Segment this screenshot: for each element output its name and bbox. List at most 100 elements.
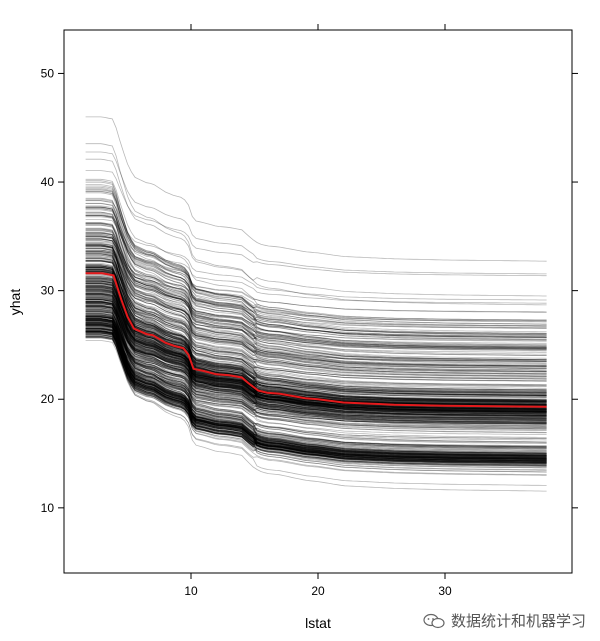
ice-curve [85,248,547,396]
ice-curve [85,305,547,456]
ice-curve [85,264,547,380]
ice-curve [85,245,547,366]
ice-curve [85,304,547,412]
ice-curve [85,290,547,371]
ice-curve [85,203,547,329]
ice-curve [85,251,547,344]
ice-curve [85,309,547,455]
ice-curve [85,331,547,453]
ice-curve [85,209,547,338]
ice-curve [85,232,547,349]
ice-curve [85,170,547,277]
ice-curve [85,331,547,449]
ice-curve [85,224,547,350]
ice-curve [85,184,547,325]
ice-curve [85,327,547,459]
ice-curve [85,235,547,371]
ice-curve [85,336,547,463]
ice-curve [85,270,547,425]
ice-curve [85,316,547,427]
ice-curve [85,267,547,409]
ice-curve [85,264,547,410]
ice-curve [85,289,547,419]
ice-curve [85,268,547,362]
ice-curve [85,324,547,435]
ice-curve [85,230,547,348]
ice-curve [85,151,547,275]
ice-curve [85,314,547,456]
ice-curve [85,328,547,462]
ice-curve [85,299,547,413]
ice-curve [85,323,547,447]
ice-curve [85,336,547,459]
ice-curve [85,279,547,411]
ice-curve [85,180,547,349]
ice-curve [85,311,547,424]
ice-curve [85,266,547,427]
ice-curve [85,202,547,336]
ice-curve [85,320,547,458]
ice-curve [85,236,547,369]
ice-curve [85,331,547,459]
ice-curve [85,314,547,465]
ice-curve [85,223,547,367]
ice-curve [85,301,547,411]
ice-curve [85,219,547,313]
ice-curve [85,239,547,342]
ice-curve [85,208,547,339]
ice-curve [85,324,547,461]
ice-curve [85,328,547,464]
ice-curve [85,269,547,394]
ice-curve [85,318,547,473]
ice-curve [85,260,547,353]
ice-curve [85,292,547,405]
ice-curve [85,340,547,460]
ice-curve [85,207,547,346]
ice-curve [85,304,547,430]
ice-curve [85,245,547,394]
ice-curve [85,265,547,415]
ice-curve [85,289,547,396]
ice-curve [85,334,547,466]
ice-curve [85,299,547,423]
ice-curve [85,270,547,401]
ice-curve [85,241,547,349]
ice-curve [85,303,547,411]
ice-curve [85,288,547,413]
ice-curve [85,328,547,420]
ice-curve [85,305,547,448]
ice-curve [85,325,547,447]
ice-curve [85,268,547,401]
ice-curve [85,240,547,392]
ice-curve [85,295,547,417]
ice-curve [85,307,547,466]
ice-curve [85,257,547,402]
ice-curve [85,316,547,453]
ice-curve [85,318,547,473]
ice-curve [85,301,547,417]
y-tick-label: 40 [41,175,55,189]
ice-curve [85,316,547,454]
ice-curve [85,330,547,486]
ice-curve [85,267,547,391]
ice-curve [85,318,547,459]
ice-curve [85,200,547,301]
ice-curve [85,324,547,492]
ice-curve [85,302,547,421]
ice-curve [85,192,547,347]
ice-curve [85,322,547,411]
ice-curve [85,319,547,416]
ice-curve [85,294,547,410]
ice-curve [85,335,547,454]
ice-curve [85,332,547,467]
ice-curve [85,332,547,429]
ice-curve [85,235,547,372]
ice-curve [85,316,547,422]
ice-curve [85,265,547,393]
ice-curve [85,260,547,367]
ice-curve [85,272,547,382]
ice-curve [85,256,547,350]
ice-curve [85,283,547,388]
ice-curve [85,296,547,403]
ice-curve [85,326,547,463]
